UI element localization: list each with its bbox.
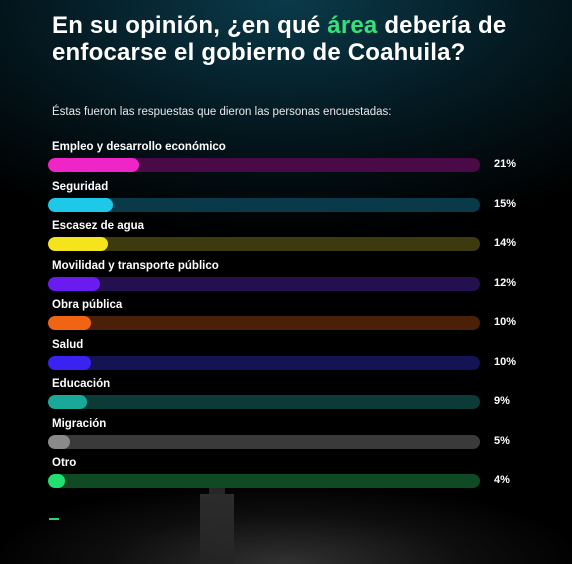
- bar-row: Movilidad y transporte público 12%: [48, 259, 528, 299]
- bar-row: Migración 5%: [48, 417, 528, 457]
- bar-fill: [48, 434, 70, 449]
- bar-fill: [48, 276, 100, 291]
- bar-track: [48, 474, 480, 488]
- bar-value-label: 12%: [494, 276, 517, 289]
- bar-category-label: Movilidad y transporte público: [52, 259, 219, 272]
- bar-category-label: Salud: [52, 338, 84, 351]
- bar-row: Obra pública 10%: [48, 298, 528, 338]
- bar-category-label: Seguridad: [52, 180, 109, 193]
- bar-track: [48, 237, 480, 251]
- bar-row: Otro 4%: [48, 456, 528, 496]
- bar-value-label: 4%: [494, 474, 510, 486]
- bar-category-label: Obra pública: [52, 299, 123, 311]
- bar-fill: [48, 237, 109, 251]
- bar-value-label: 15%: [494, 197, 517, 210]
- bar-track: [48, 355, 480, 370]
- bar-track: [48, 395, 480, 409]
- bar-row: Salud 10%: [48, 338, 528, 378]
- bar-fill: [48, 197, 113, 212]
- title-part-2: debería de enfocarse el gobierno de Coah…: [52, 12, 507, 66]
- bar-row: Educación 9%: [48, 377, 528, 417]
- bar-category-label: Empleo y desarrollo económico: [52, 141, 226, 153]
- bar-track: [48, 276, 480, 291]
- accent-dash: [49, 518, 59, 520]
- bar-value-label: 14%: [494, 237, 517, 249]
- title-part-1: En su opinión, ¿en qué: [52, 12, 328, 39]
- bar-row: Escasez de agua 14%: [48, 219, 528, 259]
- city-skyline-background: [0, 454, 572, 564]
- bar-value-label: 10%: [494, 355, 517, 368]
- bar-value-label: 9%: [494, 395, 510, 407]
- bar-track: [48, 434, 480, 449]
- bar-fill: [48, 316, 92, 330]
- bar-value-label: 10%: [494, 316, 517, 328]
- cathedral-tower-image: [200, 478, 234, 564]
- page-title: En su opinión, ¿en qué área debería de e…: [52, 12, 552, 66]
- bar-track: [48, 197, 480, 212]
- bar-category-label: Educación: [52, 378, 111, 390]
- bar-chart: Empleo y desarrollo económico 21% Segurida…: [48, 140, 528, 496]
- bar-track: [48, 158, 480, 172]
- bar-track: [48, 316, 480, 330]
- bar-fill: [48, 355, 92, 370]
- bar-fill: [48, 474, 66, 488]
- bar-category-label: Otro: [52, 457, 77, 469]
- bar-row: Empleo y desarrollo económico 21%: [48, 140, 528, 180]
- bar-fill: [48, 395, 87, 409]
- bar-row: Seguridad 15%: [48, 180, 528, 220]
- bar-fill: [48, 158, 139, 172]
- bar-value-label: 21%: [494, 158, 517, 170]
- chart-subtitle: Éstas fueron las respuestas que dieron l…: [52, 106, 392, 118]
- bar-category-label: Migración: [52, 417, 107, 430]
- bar-category-label: Escasez de agua: [52, 220, 145, 232]
- title-accent-word: área: [327, 12, 378, 39]
- bar-value-label: 5%: [494, 434, 510, 447]
